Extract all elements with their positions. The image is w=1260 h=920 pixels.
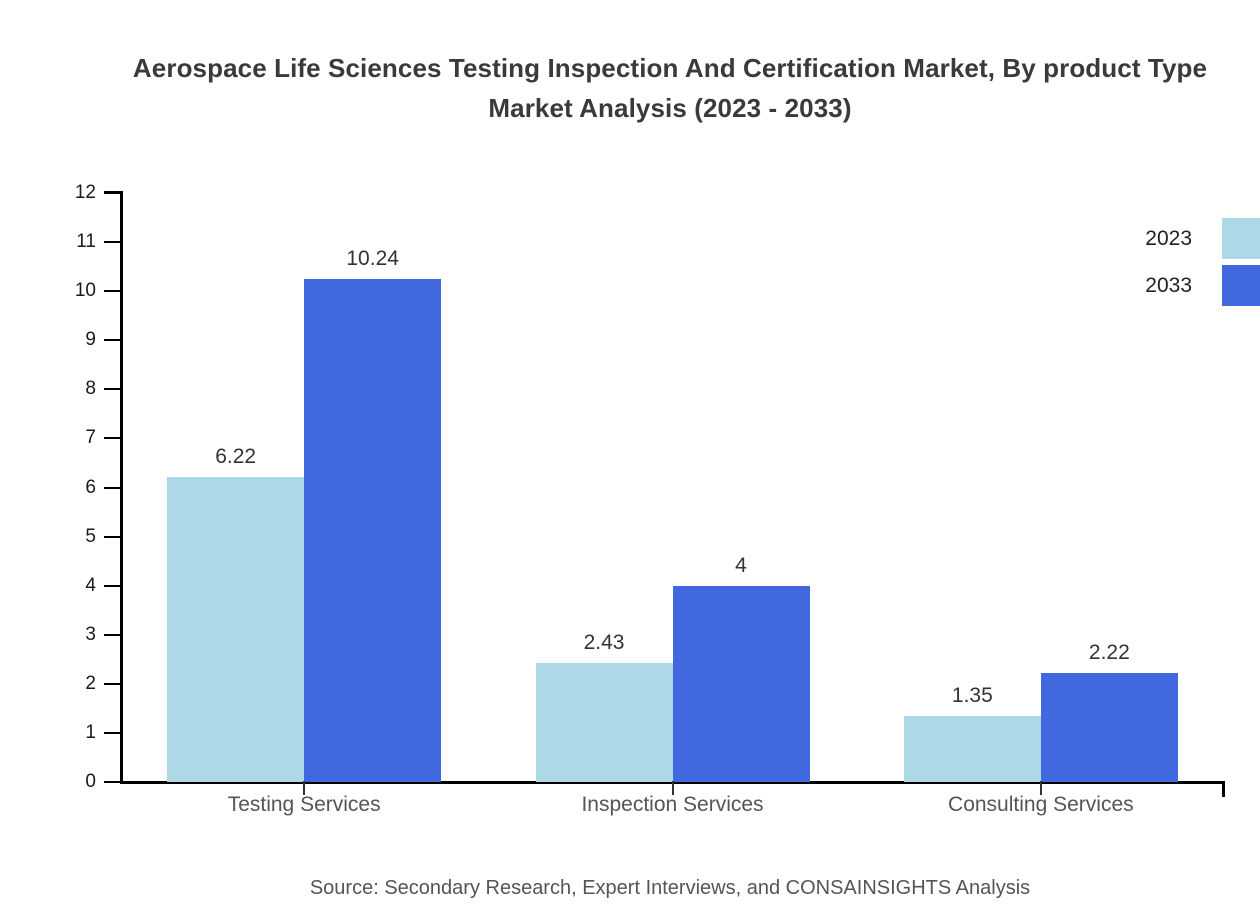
bar-2033-inspection-services[interactable]	[672, 585, 810, 782]
y-axis-tick-label: 8	[85, 378, 96, 400]
legend-swatch-2033	[1222, 265, 1260, 306]
y-axis-tick-label: 2	[85, 672, 96, 694]
y-axis-tick-mark	[104, 437, 120, 440]
y-axis-tick: 10	[75, 280, 120, 302]
chart-legend: 2023 2033	[1130, 218, 1260, 312]
y-axis-tick-label: 11	[76, 231, 96, 253]
y-axis-tick-mark	[104, 290, 120, 293]
bar-2023-testing-services[interactable]	[167, 476, 305, 782]
y-axis-tick-mark	[104, 584, 120, 587]
y-axis-tick-label: 9	[85, 329, 96, 351]
y-axis-tick: 12	[75, 182, 120, 204]
bar-value-label: 1.35	[951, 683, 993, 707]
bar-2033-consulting-services[interactable]	[1040, 673, 1178, 782]
y-axis-tick: 2	[85, 673, 120, 695]
y-axis-tick: 0	[85, 771, 120, 793]
y-axis-tick: 4	[85, 575, 120, 597]
chart-title: Aerospace Life Sciences Testing Inspecti…	[132, 53, 1208, 123]
x-axis-tick-mark	[671, 781, 674, 795]
y-axis-tick-label: 1	[85, 721, 96, 743]
bar-value-label: 2.43	[583, 630, 625, 654]
y-axis-tick-label: 12	[74, 182, 96, 203]
y-axis-spine	[120, 191, 123, 784]
y-axis-tick-mark	[104, 192, 120, 194]
y-axis-tick-mark	[104, 339, 120, 342]
y-axis-tick-label: 6	[85, 476, 96, 498]
y-axis-tick-label: 4	[85, 574, 96, 596]
y-axis-tick-mark	[104, 682, 120, 685]
y-axis-tick: 3	[85, 624, 120, 646]
y-axis-tick-mark	[104, 388, 120, 391]
x-axis-right-cap	[1222, 781, 1225, 797]
y-axis-tick-label: 10	[74, 280, 96, 302]
y-axis-tick-label: 7	[85, 427, 96, 449]
x-axis-tick-label-inspection-services: Inspection Services	[581, 793, 764, 816]
source-note: Source: Secondary Research, Expert Inter…	[309, 877, 1031, 899]
y-axis-tick: 5	[85, 526, 120, 548]
y-axis-tick-mark	[104, 486, 120, 489]
y-axis-tick: 1	[85, 722, 120, 744]
y-axis-tick: 9	[85, 329, 120, 351]
y-axis-tick-mark	[104, 633, 120, 636]
y-axis-tick: 6	[85, 477, 120, 499]
y-axis-tick-label: 0	[85, 771, 96, 792]
bar-2033-testing-services[interactable]	[304, 279, 442, 782]
bar-value-label: 6.22	[215, 444, 257, 468]
y-axis-tick-mark	[104, 731, 120, 734]
y-axis-tick-mark	[104, 781, 120, 783]
legend-item-2033[interactable]: 2033	[1130, 265, 1260, 306]
legend-swatch-2023	[1222, 218, 1260, 259]
x-axis-tick-label-consulting-services: Consulting Services	[948, 793, 1134, 816]
y-axis-tick-mark	[104, 535, 120, 538]
bar-value-label: 4	[735, 553, 747, 577]
bar-2023-inspection-services[interactable]	[535, 662, 673, 782]
legend-item-2023[interactable]: 2023	[1130, 218, 1260, 259]
bar-value-label: 2.22	[1088, 641, 1130, 665]
y-axis-tick: 8	[85, 378, 120, 400]
bar-value-label: 10.24	[346, 247, 399, 271]
legend-label-2023: 2023	[1145, 226, 1192, 250]
legend-label-2033: 2033	[1145, 273, 1192, 297]
y-axis-tick-label: 3	[85, 623, 96, 645]
x-axis-tick-mark	[1039, 781, 1042, 795]
y-axis-tick: 11	[76, 231, 120, 253]
y-axis-tick-mark	[104, 241, 120, 244]
x-axis-tick-label-testing-services: Testing Services	[227, 793, 381, 816]
x-axis-tick-mark	[303, 781, 306, 795]
bar-2023-consulting-services[interactable]	[903, 715, 1041, 782]
y-axis-tick-label: 5	[85, 525, 96, 547]
y-axis-tick: 7	[85, 427, 120, 449]
